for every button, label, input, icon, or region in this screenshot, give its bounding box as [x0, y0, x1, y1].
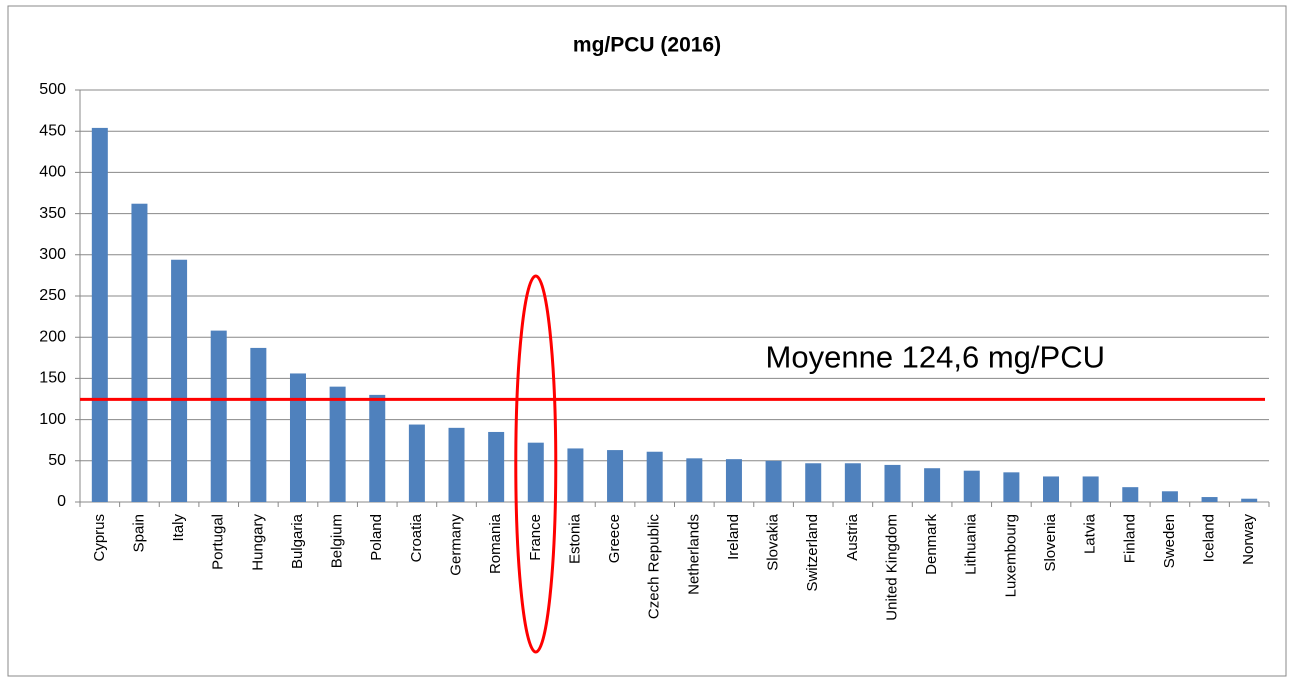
y-tick-label: 500	[39, 81, 66, 98]
y-tick-label: 450	[39, 122, 66, 139]
y-tick-label: 150	[39, 370, 66, 387]
x-tick-label: Belgium	[329, 514, 346, 568]
x-tick-label: Romania	[487, 513, 504, 574]
bar	[1201, 497, 1218, 502]
y-tick-label: 250	[39, 287, 66, 304]
bar	[210, 330, 227, 502]
y-tick-label: 300	[39, 246, 66, 263]
bar	[488, 431, 505, 502]
bar	[924, 468, 941, 502]
chart-title: mg/PCU (2016)	[573, 34, 721, 57]
x-tick-label: Norway	[1240, 514, 1257, 565]
bar	[765, 460, 782, 502]
x-tick-label: Finland	[1121, 514, 1138, 563]
bar	[1122, 487, 1139, 502]
x-tick-label: Germany	[447, 514, 464, 576]
x-tick-label: Portugal	[210, 514, 227, 570]
bar	[289, 373, 306, 502]
bar	[725, 459, 742, 502]
y-tick-label: 200	[39, 328, 66, 345]
x-tick-label: Czech Republic	[646, 514, 663, 620]
x-tick-label: Bulgaria	[289, 513, 306, 569]
x-tick-label: Iceland	[1201, 514, 1218, 562]
bar	[1241, 498, 1258, 502]
x-tick-label: Luxembourg	[1002, 514, 1019, 597]
bar	[131, 203, 148, 502]
x-tick-label: France	[527, 514, 544, 561]
bar	[607, 450, 624, 502]
x-tick-label: Cyprus	[91, 514, 108, 562]
bar	[527, 442, 544, 502]
x-tick-label: Italy	[170, 514, 187, 542]
bar	[805, 463, 822, 502]
bar	[884, 464, 901, 502]
x-tick-label: Latvia	[1082, 513, 1099, 554]
y-tick-label: 100	[39, 411, 66, 428]
y-tick-label: 0	[57, 493, 66, 510]
x-tick-label: Estonia	[566, 513, 583, 564]
x-tick-label: Lithuania	[963, 513, 980, 575]
bar	[1003, 472, 1020, 502]
bar	[408, 424, 425, 502]
highlight-ellipse	[514, 274, 558, 654]
x-tick-label: Switzerland	[804, 514, 821, 592]
bar	[1161, 491, 1178, 502]
y-tick-label: 50	[48, 452, 66, 469]
x-tick-label: Poland	[368, 514, 385, 561]
x-tick-label: Spain	[130, 514, 147, 552]
x-tick-label: Netherlands	[685, 514, 702, 595]
bar	[250, 347, 267, 502]
x-tick-label: Croatia	[408, 513, 425, 562]
x-tick-label: Denmark	[923, 514, 940, 575]
bar	[171, 259, 188, 502]
bar	[1082, 476, 1099, 502]
bar	[91, 127, 108, 503]
x-tick-label: Austria	[844, 513, 861, 560]
bar	[844, 463, 861, 502]
y-tick-label: 350	[39, 205, 66, 222]
bar	[1043, 476, 1060, 502]
bar	[567, 448, 584, 502]
x-tick-label: Slovakia	[765, 513, 782, 570]
x-tick-label: Ireland	[725, 514, 742, 560]
bar	[963, 470, 980, 502]
bar	[448, 427, 465, 502]
y-tick-label: 400	[39, 164, 66, 181]
reference-label: Moyenne 124,6 mg/PCU	[766, 340, 1105, 375]
bar	[646, 451, 663, 502]
x-tick-label: United Kingdom	[883, 514, 900, 621]
bar	[686, 458, 703, 502]
x-tick-label: Slovenia	[1042, 513, 1059, 571]
bar	[329, 386, 346, 502]
x-tick-label: Sweden	[1161, 514, 1178, 568]
bar	[369, 394, 386, 502]
x-tick-label: Greece	[606, 514, 623, 563]
x-tick-label: Hungary	[249, 514, 266, 571]
